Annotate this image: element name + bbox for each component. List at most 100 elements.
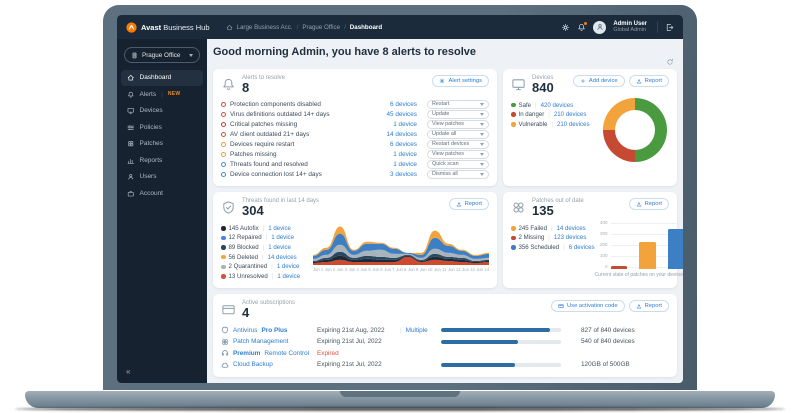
refresh-icon[interactable] — [666, 58, 674, 66]
alert-row: Devices require restart 6 devices Restart … — [221, 139, 489, 150]
patches-report-button[interactable]: Report — [628, 198, 669, 211]
alert-action-label: Restart devices — [432, 141, 470, 148]
shield-icon — [221, 326, 229, 334]
chevron-down-icon — [480, 142, 484, 146]
user-block[interactable]: Admin User Global Admin — [613, 21, 647, 34]
x-tick-label: Jun 12 — [447, 266, 461, 272]
alert-action-dropdown[interactable]: Quick scan — [427, 159, 489, 170]
legend-devices-link[interactable]: 14 devices — [267, 253, 297, 261]
breadcrumb-item[interactable]: Prague Office — [302, 23, 341, 31]
devices-count: 840 — [532, 80, 554, 95]
subscription-expiry: Expiring 21st Aug, 2022 — [317, 326, 385, 334]
patches-chart-caption: Current state of patches on your devices — [594, 271, 683, 278]
alert-severity-icon — [221, 131, 226, 137]
patch-icon — [221, 338, 229, 346]
legend-dot — [511, 122, 516, 127]
x-tick-label: Jun 4 — [348, 266, 359, 272]
devices-report-button[interactable]: Report — [628, 75, 669, 87]
subscription-name-link[interactable]: Cloud Backup — [221, 361, 317, 369]
alert-devices-link[interactable]: 45 devices — [386, 110, 417, 118]
alert-settings-button[interactable]: Alert settings — [432, 75, 489, 87]
subscriptions-card: Active subscriptions 4 Use activation co… — [213, 294, 677, 378]
legend-label: Safe — [518, 101, 532, 109]
alert-severity-icon — [221, 171, 226, 177]
subscriptions-report-button[interactable]: Report — [628, 300, 669, 313]
alert-devices-link[interactable]: 14 devices — [386, 130, 417, 138]
legend-devices-link[interactable]: 1 device — [271, 234, 294, 242]
threats-area-chart: Jun 1 Jun 2 Jun 3 Jun 4 Jun 5 Jun 6 Jun 7 Jun 8… — [313, 225, 489, 282]
alert-action-dropdown[interactable]: Update all — [427, 129, 489, 140]
legend-item: 2 Quarantined | 1 device — [221, 262, 313, 272]
legend-devices-link[interactable]: 123 devices — [553, 234, 587, 242]
multiple-link[interactable]: Multiple — [405, 326, 428, 334]
avast-logo-icon — [126, 21, 137, 33]
legend-item: 245 Failed | 14 devices — [511, 224, 595, 234]
avatar[interactable] — [593, 20, 607, 34]
sidebar-item-users[interactable]: Users — [121, 169, 203, 185]
alert-devices-link[interactable]: 6 devices — [390, 140, 417, 148]
use-activation-code-button[interactable]: Use activation code — [551, 300, 625, 313]
alert-label: Patches missing — [230, 150, 277, 158]
legend-devices-link[interactable]: 210 devices — [553, 111, 587, 119]
legend-devices-link[interactable]: 420 devices — [540, 101, 574, 109]
sidebar-item-devices[interactable]: Devices — [121, 103, 203, 119]
legend-devices-link[interactable]: 1 device — [268, 224, 291, 232]
legend-devices-link[interactable]: 14 devices — [556, 224, 586, 232]
user-role: Global Admin — [613, 27, 647, 34]
threats-report-button[interactable]: Report — [448, 198, 489, 211]
alert-devices-link[interactable]: 1 device — [393, 150, 417, 158]
legend-devices-link[interactable]: 210 devices — [557, 120, 590, 128]
settings-icon[interactable] — [561, 23, 570, 32]
alert-devices-link[interactable]: 6 devices — [390, 100, 417, 108]
sidebar-item-account[interactable]: Account — [121, 186, 203, 202]
legend-item: 56 Deleted | 14 devices — [221, 252, 313, 262]
alert-severity-icon — [221, 141, 226, 147]
x-tick-label: Jun 10 — [419, 266, 433, 272]
alert-devices-link[interactable]: 1 device — [393, 120, 417, 128]
subscription-name: Patch Management — [233, 338, 289, 346]
legend-label: 145 Autofix — [228, 224, 259, 232]
alert-action-dropdown[interactable]: Update — [427, 109, 489, 120]
alert-action-dropdown[interactable]: Restart devices — [427, 139, 489, 150]
subscriptions-list: Antivirus Pro Plus Expiring 21st Aug, 202… — [221, 324, 669, 370]
sidebar-item-label: Users — [139, 173, 157, 181]
legend-devices-link[interactable]: 1 device — [277, 272, 301, 280]
subscription-name-link[interactable]: Patch Management — [221, 338, 317, 346]
alert-action-dropdown[interactable]: Dismiss all — [427, 169, 489, 180]
breadcrumb-item[interactable]: Large Business Acc. — [236, 23, 293, 31]
legend-divider: | — [548, 234, 550, 242]
legend-divider: | — [548, 111, 550, 119]
logout-icon[interactable] — [665, 23, 674, 32]
alert-action-dropdown[interactable]: Restart — [427, 99, 489, 110]
alert-devices-link[interactable]: 3 devices — [390, 170, 417, 178]
legend-label: 89 Blocked — [228, 244, 259, 252]
gear-icon — [439, 78, 445, 84]
legend-devices-link[interactable]: 1 device — [268, 244, 291, 252]
subscription-name-link[interactable]: Premium Remote Control — [221, 349, 317, 357]
y-tick-label: 400 — [600, 220, 608, 226]
x-tick-label: Jun 13 — [462, 266, 475, 272]
org-selector-label: Prague Office — [142, 51, 181, 59]
alert-action-dropdown[interactable]: View patches — [427, 119, 489, 130]
notifications-icon[interactable] — [577, 21, 588, 32]
org-selector[interactable]: Prague Office — [124, 47, 200, 63]
sidebar-collapse-button[interactable]: « — [126, 367, 131, 376]
legend-divider: | — [265, 234, 268, 242]
sidebar-item-dashboard[interactable]: Dashboard — [121, 70, 203, 86]
subscription-row: Antivirus Pro Plus Expiring 21st Aug, 202… — [221, 324, 669, 336]
sidebar-item-alerts[interactable]: Alerts | NEW — [121, 87, 203, 103]
legend-devices-link[interactable]: 1 device — [276, 263, 300, 271]
alert-devices-link[interactable]: 1 device — [393, 160, 417, 168]
sidebar-item-reports[interactable]: Reports — [121, 153, 203, 169]
alert-action-dropdown[interactable]: View patches — [427, 149, 489, 160]
legend-label: 356 Scheduled — [518, 244, 560, 252]
breadcrumb-item[interactable]: Dashboard — [349, 23, 383, 31]
topbar-actions: Admin User Global Admin — [561, 20, 674, 34]
sidebar-item-patches[interactable]: Patches — [121, 136, 203, 152]
sliders-icon — [127, 124, 135, 132]
legend-devices-link[interactable]: 6 devices — [568, 244, 595, 252]
add-device-button[interactable]: Add device — [572, 75, 625, 87]
sidebar-item-policies[interactable]: Policies — [121, 120, 203, 136]
avast-logo[interactable]: Avast Business Hub — [126, 21, 210, 33]
subscription-name-link[interactable]: Antivirus Pro Plus — [221, 326, 317, 334]
